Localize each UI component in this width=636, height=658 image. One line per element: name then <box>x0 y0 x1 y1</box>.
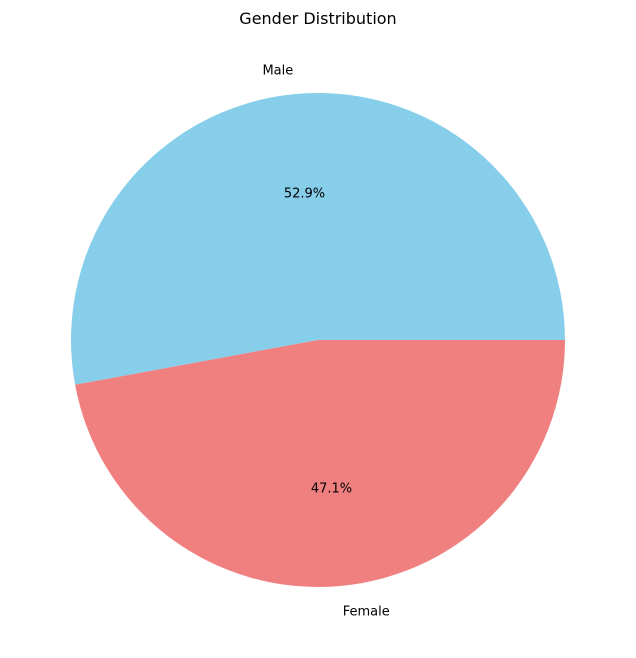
pie-slices <box>70 92 565 587</box>
chart-title: Gender Distribution <box>239 9 396 28</box>
pie-label-female: Female <box>343 605 390 620</box>
pie-percent-male: 52.9% <box>284 186 325 201</box>
pie-percent-female: 47.1% <box>311 482 352 497</box>
pie-label-male: Male <box>262 63 293 78</box>
pie-slice-female <box>75 340 565 587</box>
pie-slice-male <box>70 92 565 385</box>
pie-labels: Male 52.9% Female 47.1% <box>262 63 389 619</box>
